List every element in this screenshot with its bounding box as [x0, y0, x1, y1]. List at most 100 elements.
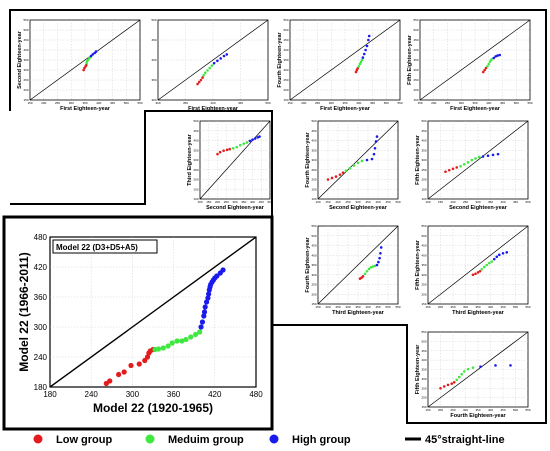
data-point-medium [202, 73, 205, 77]
y-axis-label: Fifth Eighteen-year [407, 34, 413, 85]
x-tick-label: 300 [232, 200, 237, 204]
data-point-high [206, 291, 212, 297]
y-tick-label: 250 [311, 168, 316, 172]
data-point-low [82, 68, 85, 72]
data-point-low [483, 68, 486, 72]
y-tick-label: 200 [311, 292, 316, 296]
y-tick-label: 400 [421, 139, 426, 143]
reference-line [49, 236, 257, 388]
data-point-medium [208, 66, 211, 70]
data-point-low [471, 273, 475, 277]
x-tick-label: 550 [137, 101, 142, 105]
x-tick-label: 400 [96, 101, 101, 105]
y-tick-label: 400 [151, 58, 156, 62]
y-axis-label: Fifth Eighteen-year [415, 344, 421, 395]
y-tick-label: 500 [413, 28, 418, 32]
y-tick-label: 400 [311, 139, 316, 143]
data-point-high [496, 152, 500, 156]
x-tick-label: 450 [238, 101, 243, 105]
data-point-high [496, 54, 499, 57]
x-tick-label: 200 [301, 101, 306, 105]
y-tick-label: 350 [311, 148, 316, 152]
y-tick-label: 350 [421, 368, 426, 372]
data-point-low [452, 380, 456, 384]
data-point-medium [188, 334, 194, 340]
data-point-medium [470, 158, 474, 162]
x-tick-label: 150 [417, 101, 422, 105]
data-point-medium [487, 261, 491, 265]
y-tick-label: 450 [193, 129, 198, 133]
data-point-medium [344, 169, 348, 173]
y-tick-label: 300 [311, 273, 316, 277]
y-tick-label: 550 [23, 18, 28, 22]
data-point-medium [204, 71, 207, 75]
x-axis-label: Second Eighteen-year [329, 205, 388, 211]
y-axis-label: Fourth Eighteen-year [305, 236, 311, 292]
y-tick-label: 100 [311, 197, 316, 201]
data-point-high [375, 135, 379, 138]
reference-line [317, 120, 399, 200]
y-tick-label: 450 [151, 38, 156, 42]
x-tick-label: 100 [315, 200, 320, 204]
chart-p24: 100 150 200 250 300 350 400 450 500 100 150 200 250 3… [305, 119, 401, 211]
x-tick-label: 250 [224, 200, 229, 204]
data-point-medium [369, 266, 373, 269]
data-point-high [212, 61, 216, 65]
data-point-medium [210, 64, 214, 67]
y-tick-label: 350 [421, 148, 426, 152]
data-point-high [495, 255, 499, 259]
x-tick-label: 350 [488, 200, 493, 204]
data-point-low [196, 82, 199, 86]
data-point-medium [459, 164, 462, 168]
x-tick-label: 450 [110, 101, 115, 105]
y-axis-label: Fifth Eighteen-year [415, 239, 421, 290]
y-tick-label: 300 [151, 98, 156, 102]
data-point-medium [365, 269, 369, 273]
x-tick-label: 300 [355, 200, 360, 204]
data-point-high [89, 54, 93, 58]
x-axis-label: Third Eighteen-year [452, 310, 505, 316]
y-tick-label: 550 [283, 18, 288, 22]
y-tick-label: 200 [421, 178, 426, 182]
y-axis-label: Fifth Eighteen-year [415, 134, 421, 185]
data-point-medium [466, 367, 470, 371]
y-tick-label: 450 [421, 129, 426, 133]
chart-p45: 150 200 250 300 350 400 450 500 550 150 200 250 300 3… [415, 330, 531, 419]
y-tick-label: 400 [283, 48, 288, 52]
legend-label: Low group [56, 434, 112, 446]
data-point-medium [360, 58, 364, 62]
data-point-low [197, 80, 201, 84]
legend-label: Meduim group [168, 434, 244, 446]
data-point-medium [235, 145, 239, 149]
x-tick-label: 360 [167, 390, 181, 399]
data-point-medium [367, 267, 371, 271]
data-point-high [370, 157, 374, 161]
data-point-high [365, 158, 369, 162]
data-point-high [377, 260, 380, 264]
data-point-low [447, 168, 451, 172]
x-axis-label: First Eighteen-year [450, 106, 501, 112]
data-point-medium [462, 370, 466, 373]
data-point-low [446, 383, 450, 387]
x-tick-label: 400 [250, 200, 255, 204]
x-tick-label: 350 [342, 101, 347, 105]
legend-item-low: Low group [33, 434, 112, 446]
reference-line [317, 225, 399, 305]
x-axis-label: Second Eighteen-year [206, 205, 265, 211]
x-tick-label: 150 [206, 200, 211, 204]
x-tick-label: 350 [365, 200, 370, 204]
y-axis-label: Second Eighteen-year [17, 30, 23, 89]
x-tick-label: 450 [500, 408, 505, 412]
y-tick-label: 300 [193, 158, 198, 162]
x-tick-label: 300 [69, 101, 74, 105]
x-tick-label: 300 [463, 305, 468, 309]
x-tick-label: 200 [450, 200, 455, 204]
data-point-medium [363, 272, 367, 276]
data-point-high [491, 153, 495, 157]
data-point-high [379, 246, 383, 249]
x-tick-label: 450 [259, 200, 264, 204]
y-tick-label: 450 [283, 38, 288, 42]
y-tick-label: 400 [421, 358, 426, 362]
x-tick-label: 250 [315, 101, 320, 105]
data-point-low [442, 385, 446, 388]
